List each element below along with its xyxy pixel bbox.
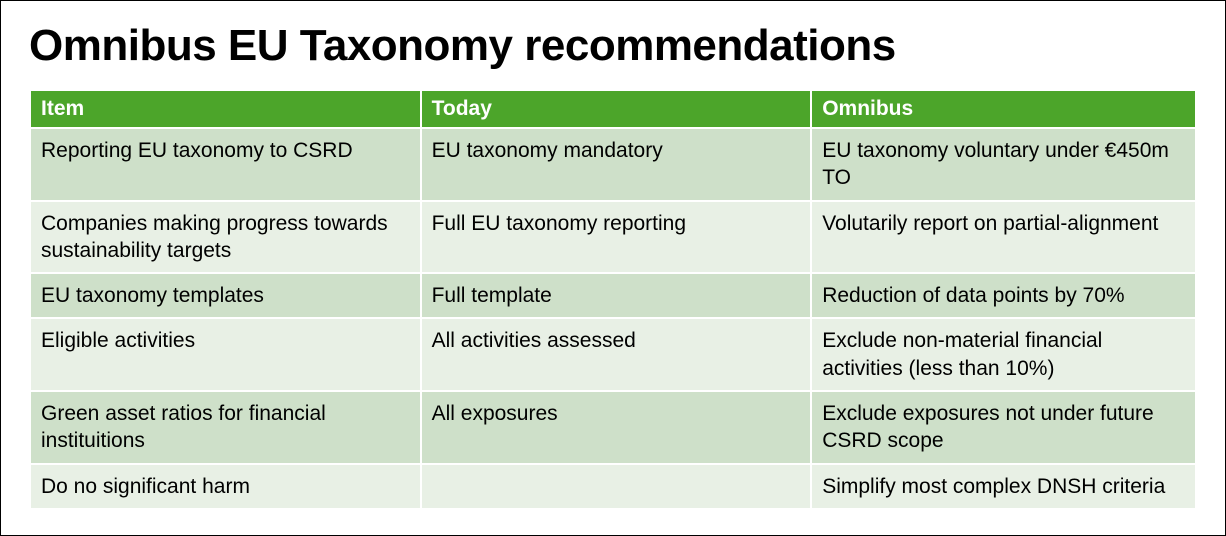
cell-item: Eligible activities	[31, 319, 420, 390]
cell-today: Full template	[422, 274, 811, 317]
slide-container: Omnibus EU Taxonomy recommendations Item…	[0, 0, 1226, 536]
cell-omnibus: EU taxonomy voluntary under €450m TO	[812, 129, 1195, 200]
table-row: Eligible activities All activities asses…	[31, 319, 1195, 390]
recommendations-table: Item Today Omnibus Reporting EU taxonomy…	[29, 89, 1197, 510]
cell-item: Do no significant harm	[31, 465, 420, 508]
page-title: Omnibus EU Taxonomy recommendations	[29, 21, 1197, 71]
table-row: Do no significant harm Simplify most com…	[31, 465, 1195, 508]
cell-today	[422, 465, 811, 508]
cell-item: Companies making progress towards sustai…	[31, 202, 420, 273]
cell-today: Full EU taxonomy reporting	[422, 202, 811, 273]
cell-item: EU taxonomy templates	[31, 274, 420, 317]
table-row: EU taxonomy templates Full template Redu…	[31, 274, 1195, 317]
cell-omnibus: Exclude exposures not under future CSRD …	[812, 392, 1195, 463]
table-row: Companies making progress towards sustai…	[31, 202, 1195, 273]
cell-today: All activities assessed	[422, 319, 811, 390]
column-header-omnibus: Omnibus	[812, 91, 1195, 127]
cell-omnibus: Simplify most complex DNSH criteria	[812, 465, 1195, 508]
cell-omnibus: Reduction of data points by 70%	[812, 274, 1195, 317]
table-row: Reporting EU taxonomy to CSRD EU taxonom…	[31, 129, 1195, 200]
table-header-row: Item Today Omnibus	[31, 91, 1195, 127]
cell-item: Green asset ratios for financial institu…	[31, 392, 420, 463]
cell-today: All exposures	[422, 392, 811, 463]
cell-item: Reporting EU taxonomy to CSRD	[31, 129, 420, 200]
table-row: Green asset ratios for financial institu…	[31, 392, 1195, 463]
cell-omnibus: Exclude non-material financial activitie…	[812, 319, 1195, 390]
column-header-today: Today	[422, 91, 811, 127]
cell-omnibus: Volutarily report on partial-alignment	[812, 202, 1195, 273]
cell-today: EU taxonomy mandatory	[422, 129, 811, 200]
column-header-item: Item	[31, 91, 420, 127]
